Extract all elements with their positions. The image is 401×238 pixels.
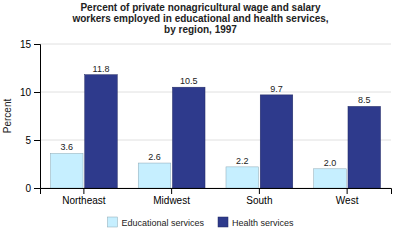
bar [226,167,259,188]
data-label: 8.5 [358,95,371,105]
data-label: 2.0 [324,158,337,168]
tick: 0 [25,183,40,194]
data-label: 3.6 [60,142,73,152]
data-labels: 3.6 2.6 2.2 2.0 11.8 10.5 9.7 8.5 [60,64,370,168]
chart-container: Percent of private nonagricultural wage … [0,0,401,238]
legend-item: Educational services [107,217,204,228]
tick: 10 [20,87,40,98]
tick-label: West [336,195,359,206]
tick-mark [34,44,40,45]
tick: Northeast [62,188,106,206]
bars [50,75,380,188]
tick: South [246,188,272,206]
title-line: Percent of private nonagricultural wage … [80,2,321,13]
title: Percent of private nonagricultural wage … [71,2,328,35]
tick-mark [34,92,40,93]
data-label: 11.8 [93,64,110,74]
legend-label: Health services [232,218,294,228]
bar [85,75,118,188]
tick-label: Midwest [153,195,190,206]
bar [50,153,83,188]
tick: 15 [20,39,40,50]
series [85,75,381,188]
axis-line [41,189,392,195]
bar [172,87,205,188]
tick: Midwest [153,188,190,206]
y-label: Percent [2,99,13,134]
tick-label: 10 [20,87,32,98]
grid-line [40,44,391,45]
data-label: 9.7 [270,84,283,94]
tick-label: 5 [25,135,31,146]
legend-label: Educational services [121,218,204,228]
title-line: workers employed in educational and heal… [71,13,328,24]
tick-mark [34,188,40,189]
axis-line [34,45,41,189]
bar [260,95,293,188]
tick: West [336,188,359,206]
tick: 5 [25,135,40,146]
bar [348,106,381,188]
tick-mark [83,188,84,194]
tick-label: Northeast [62,195,106,206]
tick-label: 15 [20,39,32,50]
x-axis: Northeast Midwest South West [41,188,392,206]
tick-label: 0 [25,183,31,194]
chart: Percent of private nonagricultural wage … [0,0,401,238]
bar [314,169,347,188]
legend-swatch [107,217,117,227]
tick-mark [259,188,260,194]
tick-mark [171,188,172,194]
data-label: 2.6 [148,152,161,162]
title-line: by region, 1997 [164,24,237,35]
legend-swatch [218,217,228,227]
y-axis: 0 5 10 15 [20,39,41,194]
tick-label: South [246,195,272,206]
tick-mark [347,188,348,194]
bar [138,163,171,188]
data-label: 10.5 [180,76,198,86]
grid [40,44,391,188]
data-label: 2.2 [236,156,249,166]
legend: Educational services Health services [107,217,294,228]
tick-mark [34,140,40,141]
plot: 3.6 2.6 2.2 2.0 11.8 10.5 9.7 8.5 0 5 10 15 Northeas… [20,39,392,206]
legend-item: Health services [218,217,294,228]
